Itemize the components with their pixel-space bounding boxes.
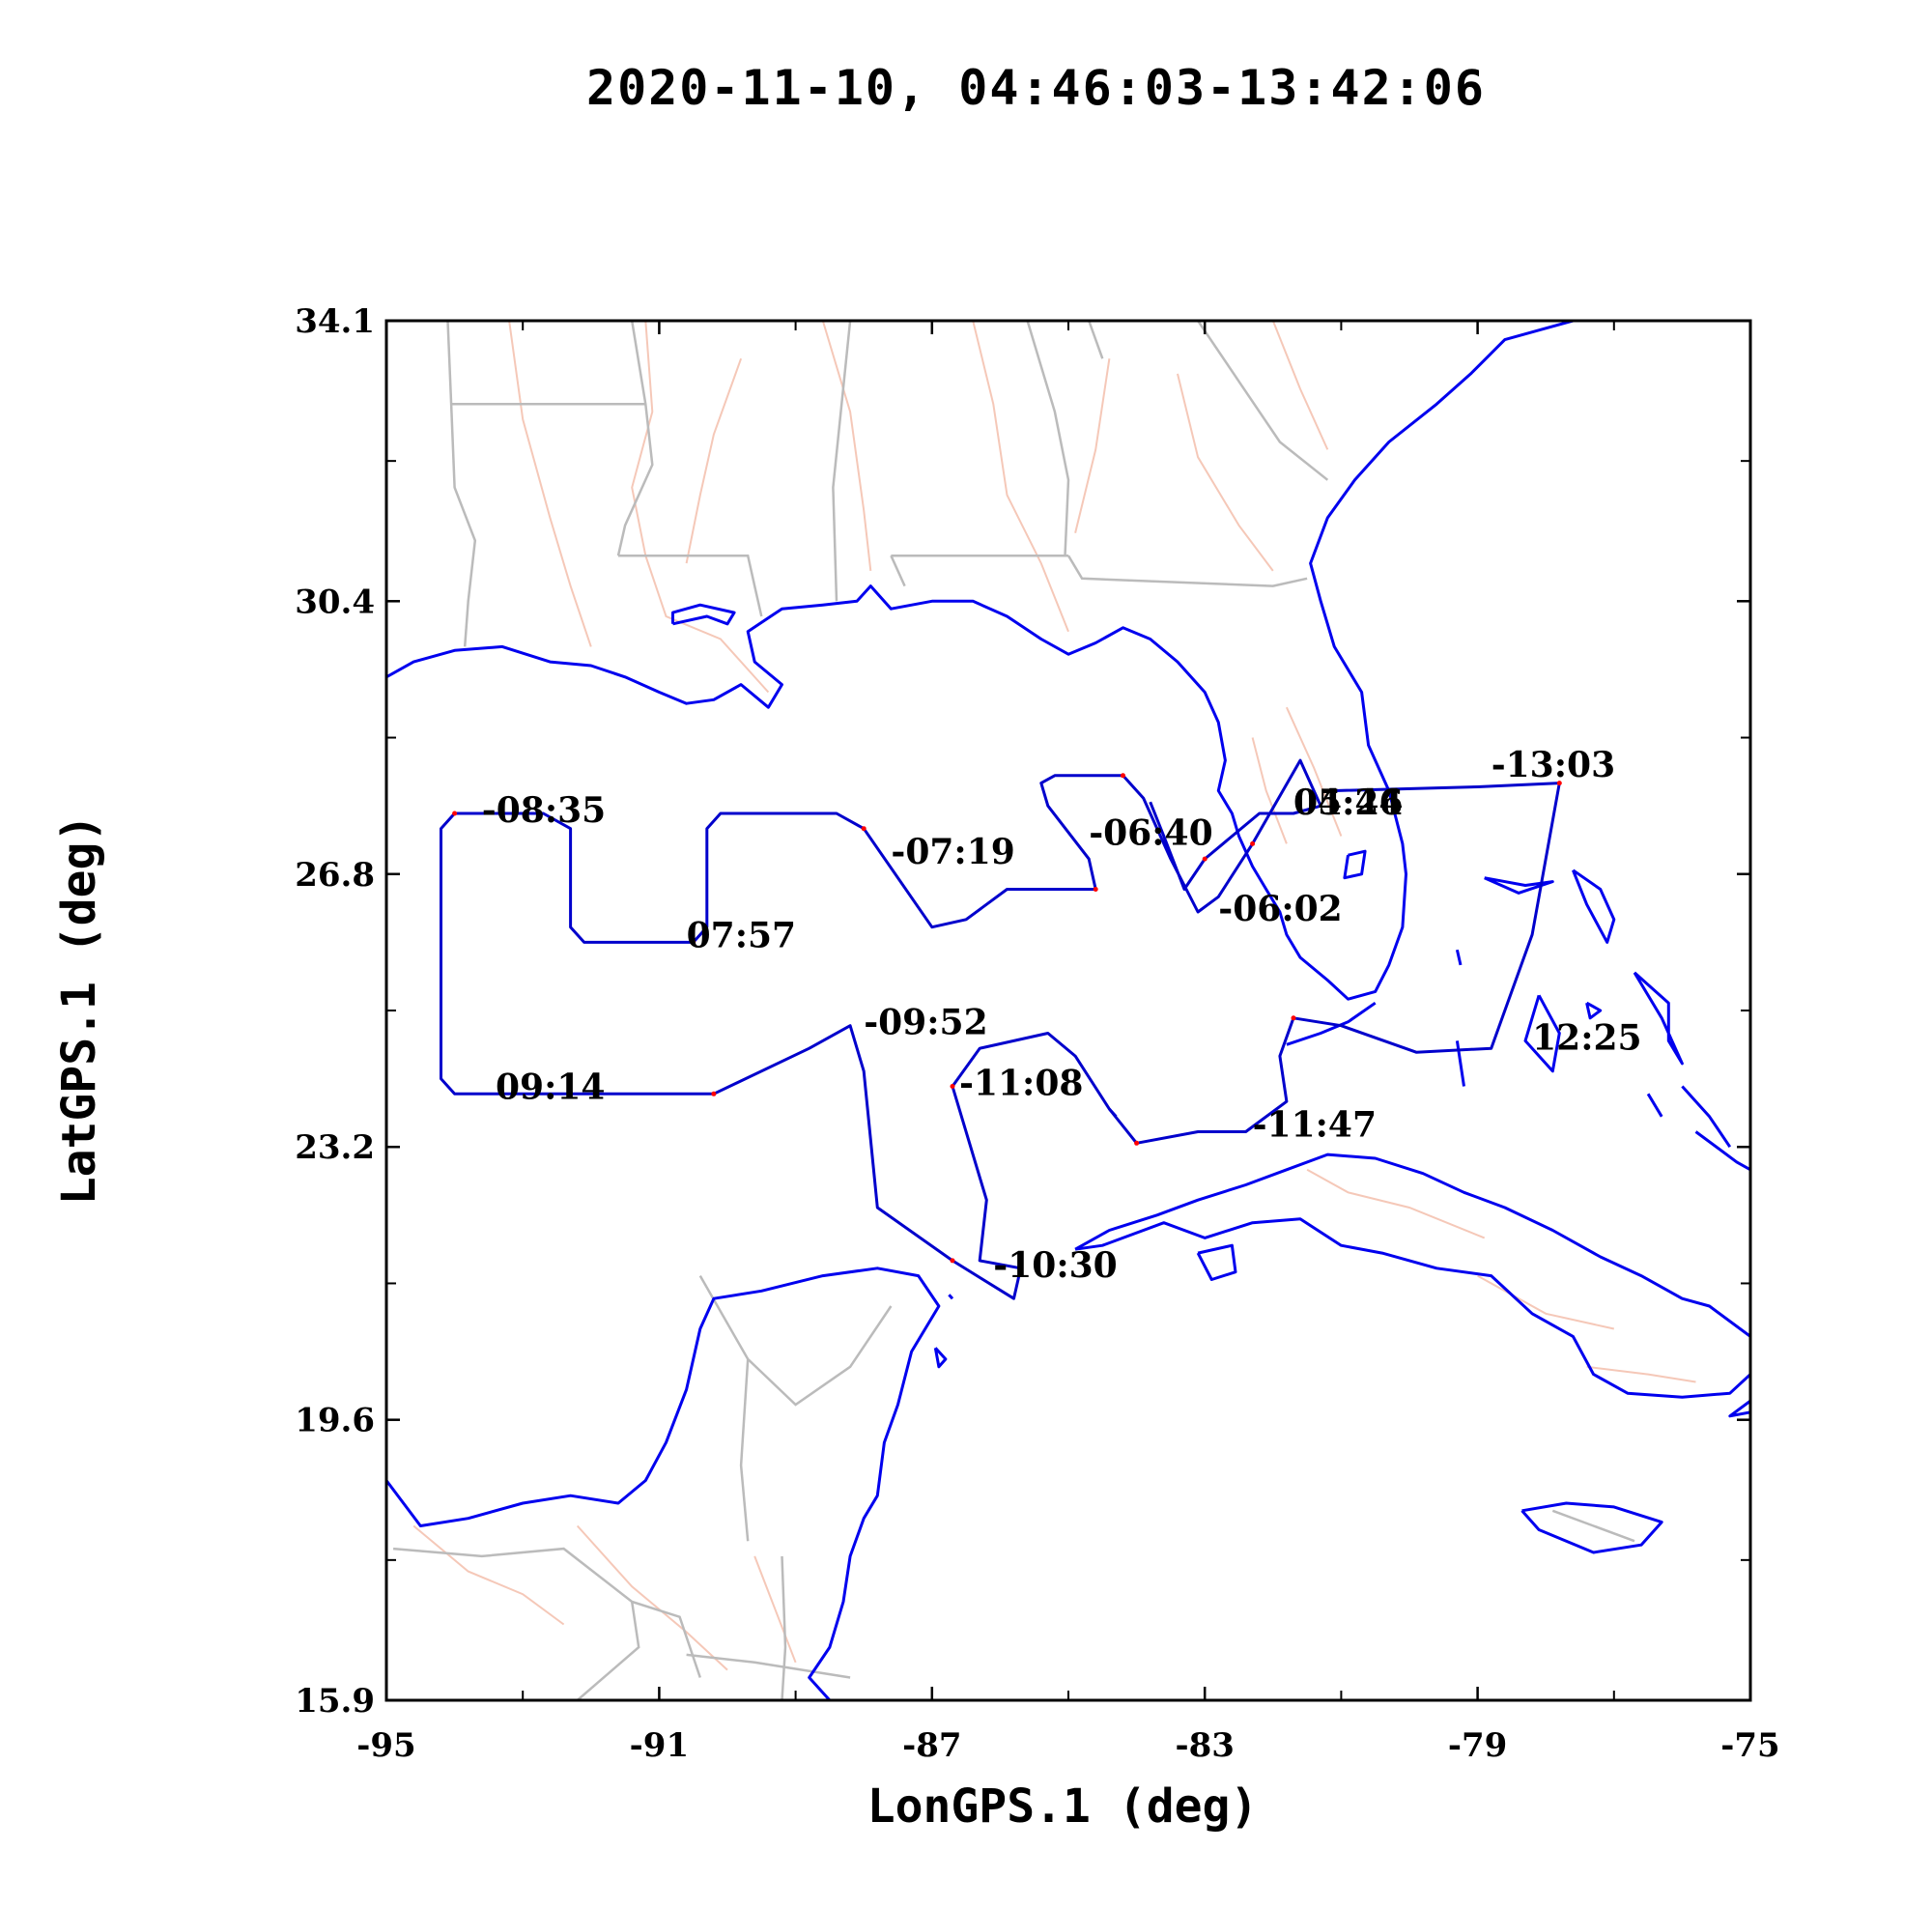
x-axis-label: LonGPS.1 (deg): [867, 1779, 1259, 1834]
flight-track-layer: [440, 758, 1562, 1300]
time-label: -06:40: [1089, 813, 1212, 854]
track-point: [1556, 781, 1562, 786]
track-point: [711, 1091, 717, 1096]
track-point: [1134, 1140, 1140, 1146]
y-tick-label: 19.6: [295, 1402, 375, 1440]
y-tick-label: 30.4: [295, 583, 375, 621]
track-point: [1121, 773, 1125, 779]
flight-track: [440, 758, 1561, 1300]
x-tick-label: -75: [1720, 1726, 1779, 1765]
track-point: [1250, 840, 1256, 846]
y-tick-label: 26.8: [295, 856, 375, 895]
time-label: -10:30: [993, 1245, 1117, 1286]
track-point: [861, 826, 867, 832]
x-tick-label: -91: [630, 1726, 689, 1765]
x-tick-label: -83: [1175, 1726, 1234, 1765]
track-point: [1291, 1015, 1296, 1021]
x-tick-label: -95: [356, 1726, 415, 1765]
chart-title: 2020-11-10, 04:46:03-13:42:06: [586, 60, 1486, 116]
track-point: [950, 1084, 955, 1089]
y-tick-label: 15.9: [295, 1682, 375, 1721]
time-label: 05:24: [1293, 783, 1403, 823]
y-axis-label: LatGPS.1 (deg): [52, 813, 106, 1206]
time-label: 07:57: [687, 916, 796, 956]
x-tick-label: -87: [902, 1726, 961, 1765]
time-label: -08:35: [482, 790, 606, 831]
axis-ticks: -95 -91 -87 -83 -79 -75 34.1 30.4 26.8 23.2 19.6 15…: [295, 302, 1780, 1765]
time-label: -11:47: [1253, 1105, 1377, 1146]
time-label: -11:08: [959, 1064, 1083, 1104]
x-tick-label: -79: [1448, 1726, 1507, 1765]
track-point: [452, 811, 458, 816]
time-label: 12:25: [1532, 1017, 1641, 1058]
y-tick-label: 23.2: [295, 1128, 375, 1167]
time-label: -13:03: [1492, 745, 1615, 785]
track-point: [1202, 856, 1208, 862]
geography-layer: [386, 321, 1750, 1700]
time-label: -06:02: [1218, 889, 1342, 929]
track-point: [691, 939, 696, 945]
time-label: -07:19: [891, 832, 1014, 872]
time-label: 04:46: [1293, 783, 1403, 823]
track-point: [950, 1258, 955, 1264]
y-tick-label: 34.1: [295, 302, 375, 341]
time-label: -09:52: [864, 1003, 987, 1043]
time-label: 09:14: [496, 1067, 605, 1107]
time-label-layer: -13:03 12:25 -11:47 -11:08 -10:30 -09:52 09:14…: [482, 745, 1642, 1286]
track-point: [1093, 887, 1098, 892]
